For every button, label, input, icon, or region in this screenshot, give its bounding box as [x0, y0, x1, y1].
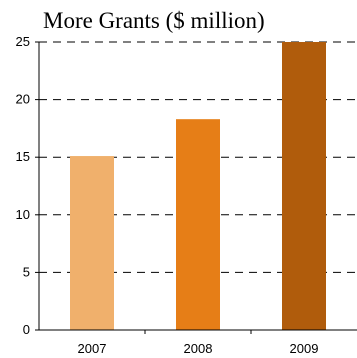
y-tick-label: 5 [23, 264, 30, 279]
bar-2007 [70, 156, 114, 330]
chart-title: More Grants ($ million) [43, 8, 265, 33]
axes [35, 41, 357, 334]
bar-2009 [282, 42, 326, 330]
x-tick-label: 2007 [78, 341, 107, 356]
y-tick-label: 15 [16, 149, 30, 164]
x-tick-label: 2009 [290, 341, 319, 356]
bars [70, 42, 326, 331]
y-tick-label: 25 [16, 34, 30, 49]
bar-2008 [176, 119, 220, 331]
y-tick-label: 20 [16, 92, 30, 107]
x-tick-label: 2008 [184, 341, 213, 356]
y-tick-label: 0 [23, 322, 30, 337]
tick-labels: 0 5 10 15 20 25 2007 2008 2009 [16, 34, 319, 356]
y-tick-label: 10 [16, 207, 30, 222]
